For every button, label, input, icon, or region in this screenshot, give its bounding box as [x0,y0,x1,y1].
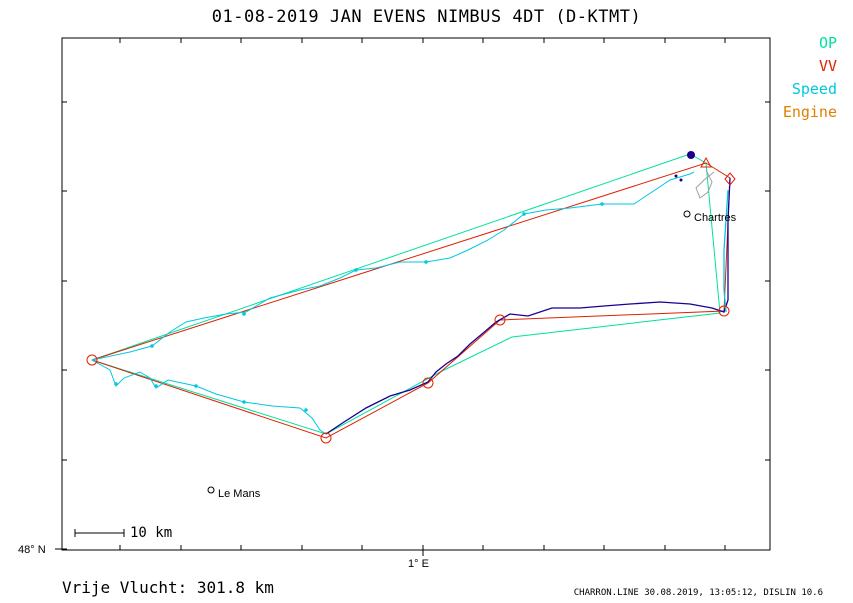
y-ticks [55,101,770,550]
map-frame [61,37,771,551]
speed-trace [91,359,327,435]
op-route [91,153,721,435]
turnpoint-south [320,432,332,444]
turnpoint-mid [422,377,434,389]
scale-label: 10 km [130,525,173,541]
speed-trace-north [91,171,695,361]
town-label-chartres: Chartres [694,212,737,224]
turnpoints [86,305,730,444]
thermal-loop [695,169,715,199]
distance-label: Vrije Vlucht: 301.8 km [62,578,274,597]
credits-label: CHARRON.LINE 30.08.2019, 13:05:12, DISLI… [573,588,823,598]
legend-vv: VV [818,57,837,75]
longitude-label: 1° E [408,558,429,570]
legend-op: OP [818,34,837,52]
finish-diamond [724,172,736,186]
start-triangle [700,156,712,168]
town-label-le-mans: Le Mans [218,488,261,500]
scale-bar [74,529,125,537]
track-segment-north [723,189,729,313]
town-marker-chartres [683,210,691,218]
legend-speed: Speed [791,80,837,98]
town-marker-le-mans [207,486,215,494]
legend-engine: Engine [782,103,837,121]
thermal-markers [674,151,695,182]
flight-title: 01-08-2019 JAN EVENS NIMBUS 4DT (D-KTMT) [211,7,642,27]
track-segment-east [325,177,731,435]
turnpoint-center [494,314,506,326]
turnpoint-east [718,305,730,317]
turnpoint-west [86,354,98,366]
latitude-label: 48° N [18,544,46,556]
speed-markers [114,202,604,412]
x-ticks [119,38,726,556]
